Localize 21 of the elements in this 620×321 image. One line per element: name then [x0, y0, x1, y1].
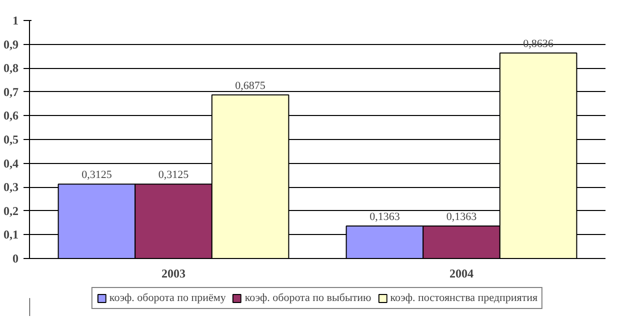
data-label: 0,1363 [370, 211, 400, 224]
y-tick-label: 1 [12, 14, 18, 28]
y-tick-label: 0,3 [4, 180, 18, 194]
data-label: 0,3125 [158, 169, 190, 182]
x-tick-label: 2004 [450, 266, 474, 280]
y-tick-label: 0,6 [4, 108, 18, 123]
data-label: 0,3125 [82, 169, 112, 182]
data-label: 0,1363 [446, 211, 478, 224]
y-tick-label: 0,5 [4, 132, 18, 146]
legend-label: коэф. оборота по приёму [109, 292, 226, 304]
data-label: 0,6875 [235, 80, 266, 92]
y-tick-label: 0,7 [4, 84, 18, 99]
y-tick-label: 0,4 [4, 156, 18, 170]
legend-label: коэф. постоянства предприятия [390, 292, 538, 304]
x-tick-label: 2003 [162, 266, 186, 280]
legend-label: коэф. оборота по выбытию [244, 292, 372, 304]
y-tick-label: 0,8 [4, 61, 18, 76]
y-tick-label: 0,2 [4, 204, 18, 218]
y-tick-label: 0 [12, 252, 18, 266]
y-tick-label: 0,9 [4, 37, 18, 52]
y-tick-label: 0,1 [4, 228, 18, 242]
